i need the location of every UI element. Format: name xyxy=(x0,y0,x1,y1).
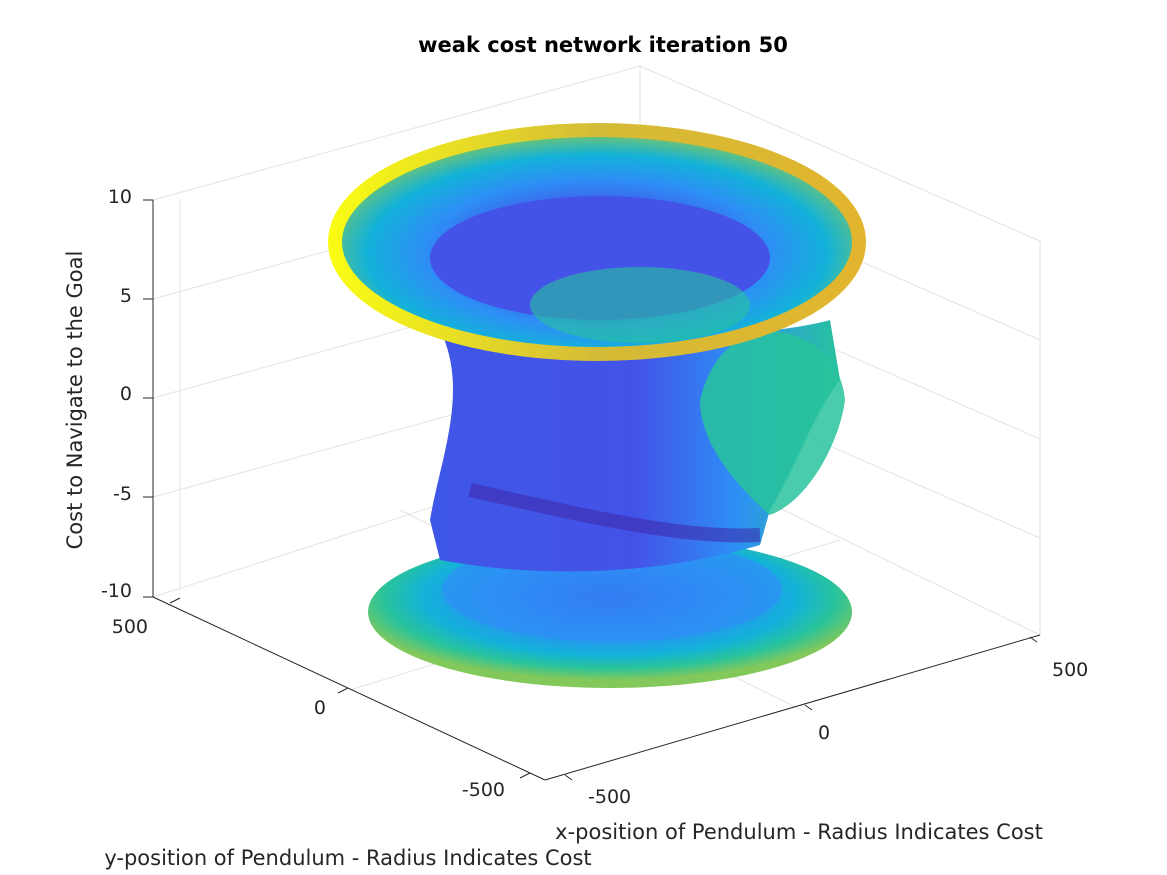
surface xyxy=(328,123,866,688)
z-axis-label: Cost to Navigate to the Goal xyxy=(63,251,87,550)
tick-labels: 10 5 0 -5 -10 500 0 -500 -500 0 500 xyxy=(101,186,1088,808)
axes xyxy=(143,199,1041,781)
x-axis-label: x-position of Pendulum - Radius Indicate… xyxy=(555,820,1043,844)
surface-rim xyxy=(328,123,866,361)
x-tick-label: -500 xyxy=(588,786,631,808)
y-axis-label: y-position of Pendulum - Radius Indicate… xyxy=(104,846,591,870)
x-axis-line xyxy=(544,634,1041,781)
x-tick-label: 0 xyxy=(818,722,830,744)
y-tick-label: -500 xyxy=(462,779,505,801)
z-tick-label: -5 xyxy=(113,483,132,505)
z-tick-label: 10 xyxy=(108,186,132,208)
surface-flap xyxy=(700,330,845,515)
y-axis-line xyxy=(152,596,546,781)
y-tick-label: 0 xyxy=(314,697,326,719)
surface-fold xyxy=(468,483,761,543)
z-tick-label: 5 xyxy=(120,285,132,307)
y-tick-label: 500 xyxy=(112,616,148,638)
z-tick-label: -10 xyxy=(101,580,132,602)
chart-title: weak cost network iteration 50 xyxy=(418,33,788,57)
surface-bowl-core xyxy=(530,267,750,343)
x-tick-label: 500 xyxy=(1052,659,1088,681)
z-tick-label: 0 xyxy=(120,383,132,405)
